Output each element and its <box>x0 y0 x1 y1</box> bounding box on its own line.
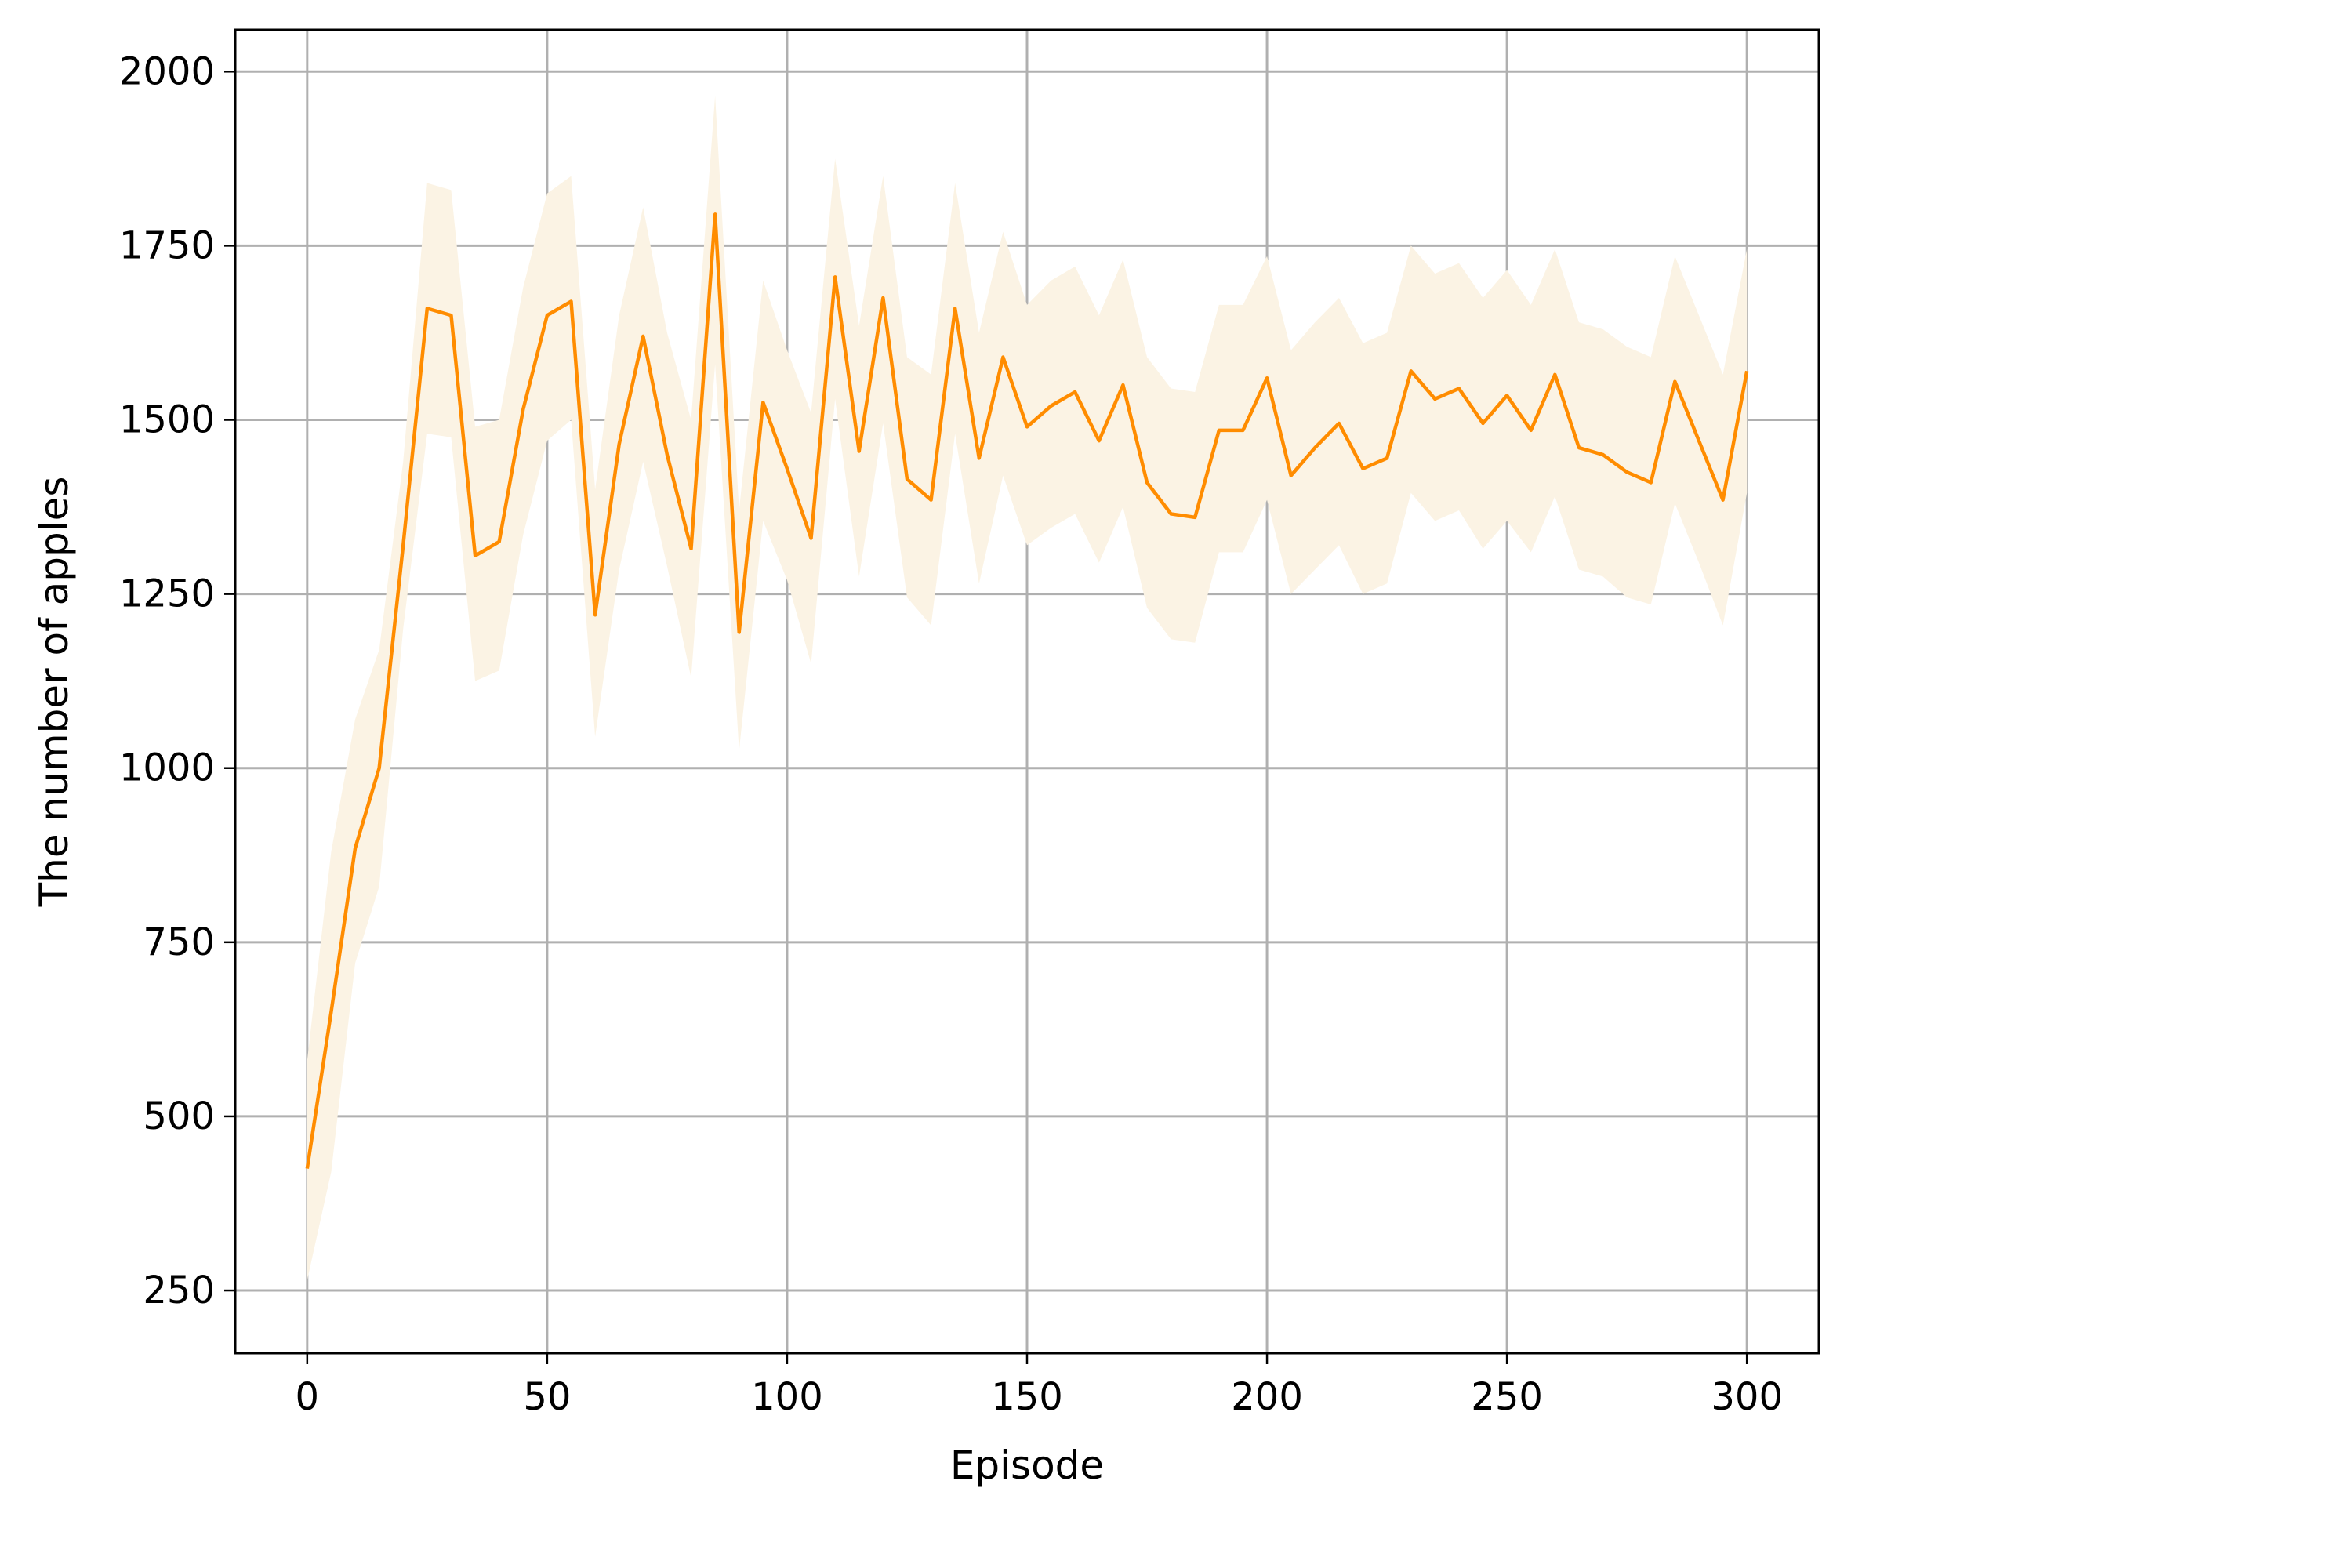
x-tick-label: 300 <box>1711 1375 1783 1419</box>
y-tick-label: 500 <box>143 1094 215 1138</box>
y-tick-label: 1500 <box>119 398 215 442</box>
y-tick-label: 1000 <box>119 746 215 790</box>
grid <box>235 30 1819 1353</box>
x-tick-label: 0 <box>296 1375 320 1419</box>
series-line <box>305 212 1749 1169</box>
x-tick-label: 50 <box>523 1375 571 1419</box>
y-tick-label: 750 <box>143 920 215 964</box>
x-tick-label: 150 <box>991 1375 1063 1419</box>
y-axis-ticks: 250 500 750 1000 1250 1500 1750 2000 <box>119 49 235 1312</box>
x-tick-label: 200 <box>1231 1375 1303 1419</box>
x-tick-label: 250 <box>1471 1375 1543 1419</box>
y-tick-label: 250 <box>143 1269 215 1312</box>
y-tick-label: 1750 <box>119 223 215 267</box>
y-tick-label: 1250 <box>119 572 215 616</box>
x-axis-ticks: 0 50 100 150 200 250 300 <box>296 1353 1783 1419</box>
y-tick-label: 2000 <box>119 49 215 93</box>
y-axis-title: The number of apples <box>31 477 77 908</box>
x-tick-label: 100 <box>751 1375 823 1419</box>
x-axis-title: Episode <box>950 1443 1104 1488</box>
band-area <box>307 96 1748 1280</box>
confidence-band <box>307 96 1748 1280</box>
mean-line <box>305 212 1749 1169</box>
